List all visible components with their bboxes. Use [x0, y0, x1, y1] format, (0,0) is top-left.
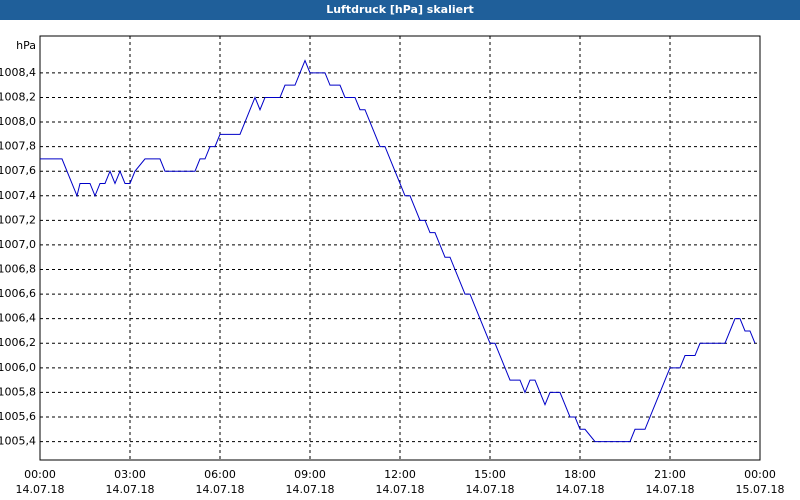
title-bar [0, 0, 800, 20]
y-tick-label: 1006,2 [0, 336, 36, 349]
y-tick-label: 1008,4 [0, 66, 36, 79]
y-tick-label: 1007,4 [0, 189, 36, 202]
x-tick-date: 14.07.18 [556, 483, 605, 496]
x-tick-date: 15.07.18 [736, 483, 785, 496]
y-tick-label: 1007,0 [0, 238, 36, 251]
y-tick-label: 1006,4 [0, 312, 36, 325]
chart-title: Luftdruck [hPa] skaliert [326, 3, 474, 16]
y-tick-label: 1005,4 [0, 435, 36, 448]
x-tick-date: 14.07.18 [196, 483, 245, 496]
x-tick-label: 00:00 [744, 468, 776, 481]
data-line [40, 59, 756, 443]
y-tick-label: 1007,6 [0, 164, 36, 177]
x-tick-date: 14.07.18 [286, 483, 335, 496]
x-tick-date: 14.07.18 [646, 483, 695, 496]
x-tick-label: 21:00 [654, 468, 686, 481]
x-tick-date: 14.07.18 [16, 483, 65, 496]
y-tick-label: 1006,8 [0, 263, 36, 276]
x-tick-label: 09:00 [294, 468, 326, 481]
y-unit: hPa [16, 39, 36, 52]
y-tick-label: 1005,6 [0, 410, 36, 423]
y-tick-label: 1005,8 [0, 385, 36, 398]
x-tick-date: 14.07.18 [466, 483, 515, 496]
x-tick-label: 12:00 [384, 468, 416, 481]
y-tick-label: 1007,8 [0, 140, 36, 153]
x-tick-label: 03:00 [114, 468, 146, 481]
x-tick-label: 18:00 [564, 468, 596, 481]
y-tick-label: 1007,2 [0, 213, 36, 226]
x-tick-label: 15:00 [474, 468, 506, 481]
y-tick-label: 1008,2 [0, 90, 36, 103]
y-tick-label: 1008,0 [0, 115, 36, 128]
x-tick-date: 14.07.18 [106, 483, 155, 496]
y-tick-label: 1006,6 [0, 287, 36, 300]
x-tick-label: 06:00 [204, 468, 236, 481]
x-tick-date: 14.07.18 [376, 483, 425, 496]
x-tick-label: 00:00 [24, 468, 56, 481]
y-tick-label: 1006,0 [0, 361, 36, 374]
